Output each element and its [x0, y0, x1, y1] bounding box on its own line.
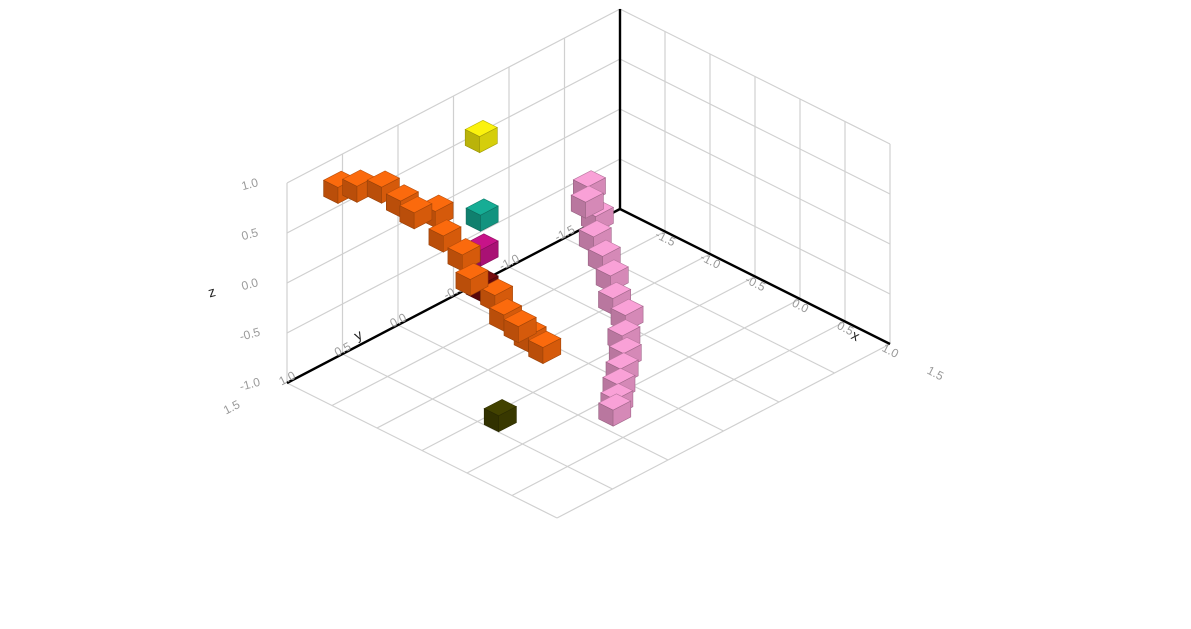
floor-grid-y [342, 353, 613, 490]
y-tick-label: 0.0 [388, 310, 410, 330]
x-tick-label: -0.5 [743, 272, 768, 294]
y-tick-label: 1.0 [277, 368, 299, 388]
voxel [447, 238, 481, 272]
z-tick-label: 0.0 [240, 275, 260, 293]
voxel [455, 262, 489, 297]
axis-layer [286, 9, 891, 385]
wall-grid-z2 [286, 58, 621, 234]
tick-label-layer: -1.5 -1.0 -0.5 0.0 0.5 1.0 1.5 -1.5 -1.0 -0.5 0.0 0… [221, 175, 946, 417]
voxel [598, 393, 632, 427]
z-tick-label: -1.0 [238, 375, 262, 394]
z-tick-label: -0.5 [238, 325, 262, 344]
voxel-side-face [498, 406, 517, 433]
x-tick-label: -1.0 [698, 250, 723, 272]
x-axis-line [619, 207, 891, 346]
voxel [465, 198, 499, 232]
x-tick-label: 1.5 [925, 363, 947, 383]
voxel-side-face [518, 316, 537, 344]
x-tick-label: -1.5 [653, 227, 678, 249]
voxel [570, 185, 605, 219]
wall-grid-z2 [286, 108, 621, 284]
wall-grid-z [619, 58, 891, 195]
voxel-side-face [480, 205, 499, 232]
voxel-side-face [469, 269, 489, 297]
voxel-side-face [585, 192, 604, 219]
voxel-side-face [480, 240, 499, 267]
voxel [527, 330, 562, 365]
wall-grid-z [619, 108, 891, 245]
voxel-side-face [413, 203, 433, 230]
voxel [595, 259, 629, 293]
voxel [366, 170, 401, 204]
z-tick-label: 1.0 [240, 175, 260, 193]
voxel-side-face [542, 337, 562, 365]
z-tick-label: 0.5 [240, 225, 260, 243]
voxel [399, 196, 433, 230]
wall-grid-z [619, 8, 891, 145]
voxel-side-face [612, 400, 632, 427]
wall-grid-z [619, 158, 891, 295]
x-tick-label: 0.5 [835, 318, 857, 338]
y-axis-title: y [351, 326, 365, 343]
floor-grid-y [286, 382, 558, 519]
y-tick-label: -1.0 [497, 251, 522, 273]
y-tick-label: 0.5 [332, 339, 354, 359]
floor-grid-y [397, 324, 669, 461]
floor-grid-y [508, 266, 780, 403]
voxel [464, 119, 498, 154]
voxel-layer [322, 119, 644, 433]
voxel-side-face [479, 127, 498, 154]
voxel [428, 219, 462, 253]
voxel [503, 309, 537, 344]
voxel [483, 399, 518, 433]
z-axis-title: z [206, 283, 217, 300]
y-tick-label: 1.5 [221, 397, 243, 417]
x-tick-label: 0.0 [790, 296, 812, 316]
y-axis-line [286, 207, 621, 385]
x-tick-label: 1.0 [880, 341, 902, 361]
wall-grid-z2 [286, 8, 621, 184]
y-tick-label: -1.5 [552, 222, 577, 244]
